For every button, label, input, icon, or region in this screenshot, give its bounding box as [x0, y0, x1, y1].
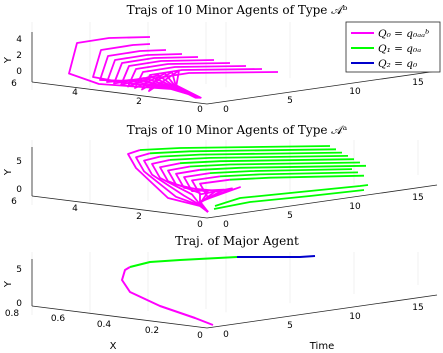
panel-2-trajectories: [127, 145, 369, 213]
panel-3-xtick: 0.2: [145, 326, 159, 336]
panel-minor-agents-type-a: Trajs of 10 Minor Agents of Type 𝒜ᵃ Y 5 …: [3, 123, 438, 230]
trajectory-minor-a-q1: [139, 145, 331, 151]
panel-1-trajectories: [68, 36, 279, 99]
panel-3-ylabel: Y: [3, 280, 14, 288]
panel-2-xtick: 4: [72, 204, 78, 214]
trajectory-minor-a-q1: [209, 168, 353, 174]
panel-minor-agents-type-b: Trajs of 10 Minor Agents of Type 𝒜ᵇ Y 4 …: [3, 3, 441, 115]
trajectory-minor-a-q1: [149, 148, 337, 155]
panel-3-ttick: 15: [412, 303, 423, 313]
trajectory-minor-b: [127, 62, 231, 99]
panel-2-axis-time: [206, 184, 438, 219]
panel-1-title: Trajs of 10 Minor Agents of Type 𝒜ᵇ: [127, 3, 348, 17]
panel-1-ttick: 5: [287, 96, 293, 106]
panel-3-xtick: 0.6: [51, 314, 66, 324]
trajectory-major-q2: [237, 255, 316, 258]
panel-3-axis-depth: [31, 305, 208, 329]
panel-3-xlabel: X: [110, 341, 117, 352]
panel-1-ytick: 4: [16, 35, 22, 45]
panel-2-ytick: 0: [16, 185, 22, 195]
panel-1-axis-depth: [31, 81, 208, 105]
panel-2-ttick: 10: [349, 202, 361, 212]
panel-2-xtick: 6: [11, 197, 17, 207]
panel-1-xtick: 0: [197, 105, 203, 115]
trajectory-major-q1: [129, 256, 238, 268]
trajectory-minor-a-q1: [199, 164, 367, 171]
panel-1-ttick: 10: [349, 87, 361, 97]
trajectory-minor-a-q1: [213, 189, 365, 210]
panel-1-ytick: 0: [16, 67, 22, 77]
legend-label-q0: Q₀ = q₀ₐₐᵇ: [378, 28, 429, 40]
panel-1-ylabel: Y: [3, 56, 14, 64]
trajectory-minor-a-q0: [199, 178, 241, 213]
panel-1-xtick: 2: [136, 97, 142, 107]
panel-3-ytick: 0: [16, 299, 22, 309]
panel-1-axis-time: [206, 70, 438, 105]
panel-3-ttick: 10: [349, 312, 361, 322]
panel-2-ttick: 5: [287, 211, 293, 221]
trajectory-major-q0: [121, 266, 214, 326]
panel-3-axis-time: [206, 294, 438, 329]
panel-3-zlabel: Time: [309, 341, 334, 352]
panel-2-ytick: 5: [16, 157, 22, 167]
trajectory-minor-a-q1: [219, 171, 359, 178]
panel-2-ttick: 15: [412, 193, 423, 203]
panel-3-xtick: 0.8: [5, 309, 20, 319]
trajectory-minor-a-q1: [179, 158, 355, 165]
panel-3-xtick: 0: [197, 331, 203, 341]
panel-2-ttick: 0: [223, 220, 229, 230]
panel-2-title: Trajs of 10 Minor Agents of Type 𝒜ᵃ: [127, 123, 348, 137]
legend: Q₀ = q₀ₐₐᵇ Q₁ = q₀ₐ Q₂ = q₀: [345, 21, 441, 73]
trajectory-minor-a-q1: [159, 151, 343, 158]
panel-2-xtick: 0: [197, 220, 203, 230]
panel-3-ttick: 5: [287, 321, 293, 331]
panel-major-agent: Traj. of Major Agent Y 5 0 0.8 0.6 0.4 0…: [3, 234, 438, 352]
panel-3-title: Traj. of Major Agent: [175, 234, 299, 248]
trajectory-minor-a-q1: [214, 184, 369, 207]
panel-2-axis-depth: [31, 195, 208, 219]
panel-3-xtick: 0.4: [97, 320, 112, 330]
panel-2-xtick: 2: [136, 212, 142, 222]
panel-1-ttick: 15: [412, 78, 423, 88]
panel-3-trajectories: [121, 255, 316, 326]
panel-1-xtick: 4: [72, 88, 78, 98]
panel-3-grid: [31, 252, 419, 315]
panel-3-ttick: 0: [223, 330, 229, 340]
trajectory-minor-a-q1: [169, 155, 349, 161]
panel-1-ytick: 2: [16, 51, 22, 61]
panel-1-xtick: 6: [11, 79, 17, 89]
panel-3-ytick: 5: [16, 265, 22, 275]
panel-1-ttick: 0: [223, 105, 229, 115]
legend-label-q1: Q₁ = q₀ₐ: [378, 43, 421, 55]
panel-2-ylabel: Y: [3, 168, 14, 176]
trajectory-minor-a-q1: [229, 174, 365, 181]
legend-label-q2: Q₂ = q₀: [378, 58, 418, 70]
trajectory-minor-a-q1: [189, 161, 361, 168]
trajectory-minor-b: [148, 69, 279, 99]
